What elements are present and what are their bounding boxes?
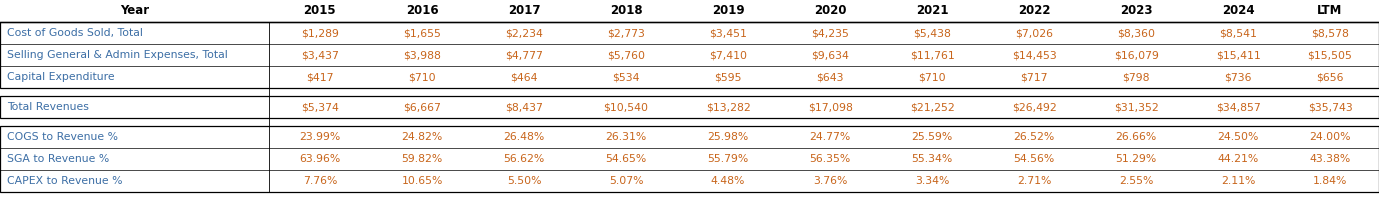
Text: $5,760: $5,760	[607, 50, 645, 60]
Text: $11,761: $11,761	[910, 50, 954, 60]
Text: $736: $736	[1225, 72, 1252, 82]
Text: 26.66%: 26.66%	[1116, 132, 1157, 142]
Text: $798: $798	[1123, 72, 1150, 82]
Text: 55.79%: 55.79%	[707, 154, 749, 164]
Text: $3,451: $3,451	[709, 28, 747, 38]
Text: $8,541: $8,541	[1219, 28, 1258, 38]
Bar	[0, 96, 1379, 118]
Text: 26.48%: 26.48%	[503, 132, 545, 142]
Text: $6,667: $6,667	[403, 102, 441, 112]
Text: $15,411: $15,411	[1216, 50, 1260, 60]
Text: 54.65%: 54.65%	[605, 154, 647, 164]
Text: $4,777: $4,777	[505, 50, 543, 60]
Text: $8,437: $8,437	[505, 102, 543, 112]
Text: 59.82%: 59.82%	[401, 154, 443, 164]
Text: $1,289: $1,289	[301, 28, 339, 38]
Text: 24.77%: 24.77%	[809, 132, 851, 142]
Text: $7,410: $7,410	[709, 50, 747, 60]
Text: CAPEX to Revenue %: CAPEX to Revenue %	[7, 176, 123, 186]
Text: $717: $717	[1020, 72, 1048, 82]
Text: $3,988: $3,988	[403, 50, 441, 60]
Text: Cost of Goods Sold, Total: Cost of Goods Sold, Total	[7, 28, 143, 38]
Text: 2022: 2022	[1018, 5, 1051, 17]
Text: Year: Year	[120, 5, 149, 17]
Text: 51.29%: 51.29%	[1116, 154, 1157, 164]
Text: $34,857: $34,857	[1216, 102, 1260, 112]
Text: $17,098: $17,098	[808, 102, 852, 112]
Text: 2.71%: 2.71%	[1018, 176, 1051, 186]
Text: $14,453: $14,453	[1012, 50, 1056, 60]
Text: $15,505: $15,505	[1307, 50, 1353, 60]
Text: $21,252: $21,252	[910, 102, 954, 112]
Text: SGA to Revenue %: SGA to Revenue %	[7, 154, 109, 164]
Text: $8,578: $8,578	[1311, 28, 1349, 38]
Text: 2020: 2020	[814, 5, 847, 17]
Text: $5,374: $5,374	[301, 102, 339, 112]
Text: $710: $710	[918, 72, 946, 82]
Text: $2,234: $2,234	[505, 28, 543, 38]
Text: $2,773: $2,773	[607, 28, 645, 38]
Text: $7,026: $7,026	[1015, 28, 1054, 38]
Text: $26,492: $26,492	[1012, 102, 1056, 112]
Text: $16,079: $16,079	[1114, 50, 1158, 60]
Text: 63.96%: 63.96%	[299, 154, 341, 164]
Text: $1,655: $1,655	[403, 28, 441, 38]
Text: 56.62%: 56.62%	[503, 154, 545, 164]
Text: 7.76%: 7.76%	[303, 176, 336, 186]
Text: 4.48%: 4.48%	[712, 176, 745, 186]
Text: 44.21%: 44.21%	[1218, 154, 1259, 164]
Text: 26.52%: 26.52%	[1014, 132, 1055, 142]
Text: $3,437: $3,437	[301, 50, 339, 60]
Text: Selling General & Admin Expenses, Total: Selling General & Admin Expenses, Total	[7, 50, 228, 60]
Bar	[0, 126, 1379, 192]
Text: 23.99%: 23.99%	[299, 132, 341, 142]
Text: 24.50%: 24.50%	[1218, 132, 1259, 142]
Text: 5.50%: 5.50%	[506, 176, 542, 186]
Text: 1.84%: 1.84%	[1313, 176, 1347, 186]
Text: $5,438: $5,438	[913, 28, 952, 38]
Text: 56.35%: 56.35%	[809, 154, 851, 164]
Text: Total Revenues: Total Revenues	[7, 102, 88, 112]
Text: 2021: 2021	[916, 5, 949, 17]
Text: $656: $656	[1317, 72, 1343, 82]
Text: $9,634: $9,634	[811, 50, 849, 60]
Text: $13,282: $13,282	[706, 102, 750, 112]
Text: 2.11%: 2.11%	[1222, 176, 1255, 186]
Text: $534: $534	[612, 72, 640, 82]
Text: 24.00%: 24.00%	[1309, 132, 1351, 142]
Text: 10.65%: 10.65%	[401, 176, 443, 186]
Text: 25.59%: 25.59%	[912, 132, 953, 142]
Text: 2018: 2018	[610, 5, 643, 17]
Text: Capital Expenditure: Capital Expenditure	[7, 72, 114, 82]
Text: $10,540: $10,540	[604, 102, 648, 112]
Text: 54.56%: 54.56%	[1014, 154, 1055, 164]
Text: 2024: 2024	[1222, 5, 1255, 17]
Text: $595: $595	[714, 72, 742, 82]
Text: 55.34%: 55.34%	[912, 154, 953, 164]
Text: 2017: 2017	[507, 5, 541, 17]
Text: $31,352: $31,352	[1114, 102, 1158, 112]
Text: 2019: 2019	[712, 5, 745, 17]
Text: $417: $417	[306, 72, 334, 82]
Text: $464: $464	[510, 72, 538, 82]
Text: $35,743: $35,743	[1307, 102, 1353, 112]
Text: $8,360: $8,360	[1117, 28, 1156, 38]
Text: 43.38%: 43.38%	[1310, 154, 1350, 164]
Text: 26.31%: 26.31%	[605, 132, 647, 142]
Text: $4,235: $4,235	[811, 28, 849, 38]
Text: 2016: 2016	[405, 5, 439, 17]
Text: 2015: 2015	[303, 5, 336, 17]
Text: 5.07%: 5.07%	[608, 176, 644, 186]
Text: LTM: LTM	[1317, 5, 1343, 17]
Bar	[0, 22, 1379, 88]
Text: 2.55%: 2.55%	[1120, 176, 1153, 186]
Text: COGS to Revenue %: COGS to Revenue %	[7, 132, 117, 142]
Text: 2023: 2023	[1120, 5, 1153, 17]
Text: $710: $710	[408, 72, 436, 82]
Text: 3.76%: 3.76%	[814, 176, 847, 186]
Text: 25.98%: 25.98%	[707, 132, 749, 142]
Text: $643: $643	[816, 72, 844, 82]
Text: 3.34%: 3.34%	[916, 176, 949, 186]
Text: 24.82%: 24.82%	[401, 132, 443, 142]
